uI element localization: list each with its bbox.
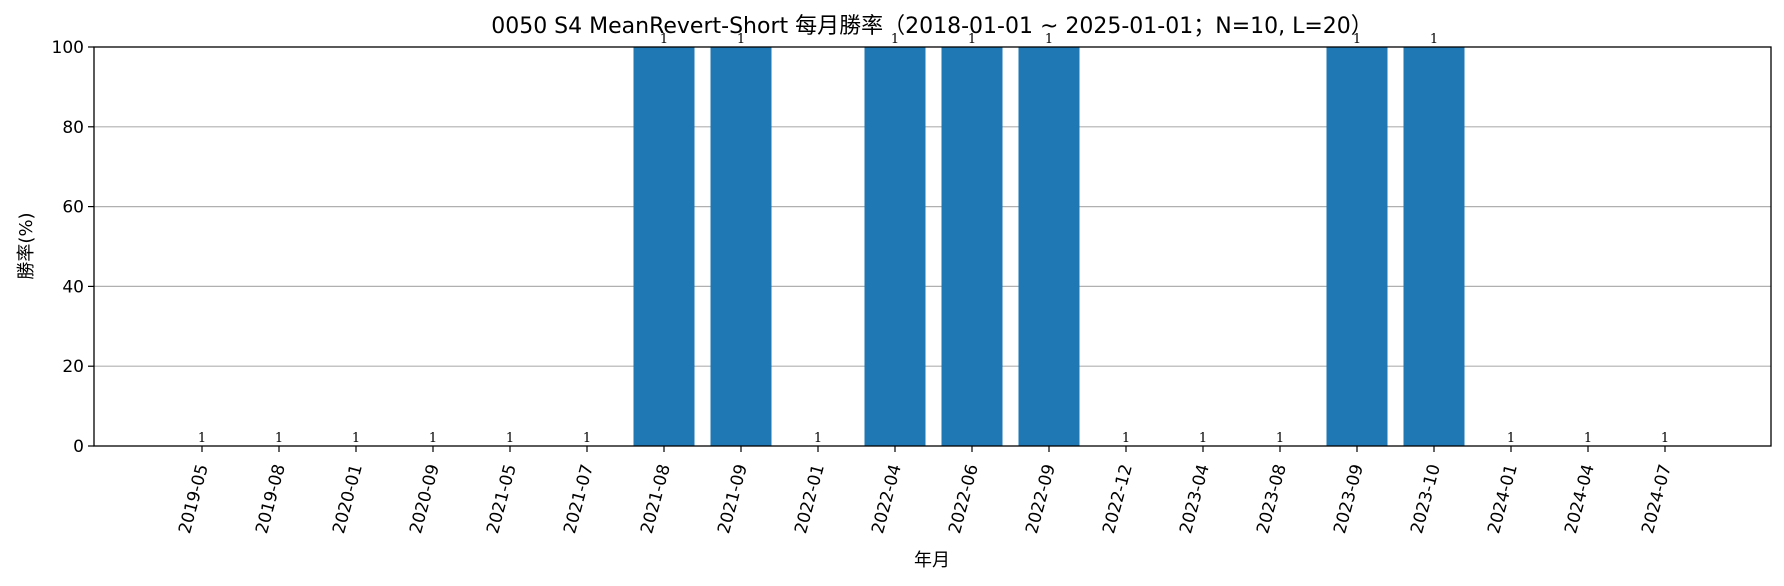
bar-data-label: 1 (1507, 431, 1515, 446)
plot-frame (93, 46, 1772, 447)
bar-data-label: 1 (1045, 32, 1053, 47)
x-tick-label: 2022-06 (945, 462, 983, 536)
x-tick-label: 2022-12 (1099, 462, 1137, 536)
x-tick-label: 2021-07 (560, 462, 598, 536)
y-axis-label: 勝率(%) (16, 212, 37, 279)
x-tick-label: 2023-10 (1407, 462, 1445, 536)
bar (1403, 47, 1465, 446)
y-tick-label: 20 (62, 357, 84, 377)
bar-data-label: 1 (506, 431, 514, 446)
bar-data-label: 1 (737, 32, 745, 47)
y-tick-label: 40 (62, 277, 84, 297)
y-tick-label: 60 (62, 198, 84, 218)
bar-data-label: 1 (1122, 431, 1130, 446)
x-tick-label: 2020-01 (329, 462, 367, 536)
bar-data-label: 1 (275, 431, 283, 446)
x-tick-label: 2021-05 (483, 462, 521, 536)
x-tick-label: 2023-09 (1330, 462, 1368, 536)
bar-data-label: 1 (660, 32, 668, 47)
grid-lines (94, 126, 1771, 367)
bar-data-label: 1 (1584, 431, 1592, 446)
x-tick-label: 2022-04 (868, 462, 906, 536)
x-axis-label: 年月 (914, 550, 950, 571)
x-tick-label: 2019-05 (175, 462, 213, 536)
chart-title: 0050 S4 MeanRevert-Short 每月勝率（2018-01-01… (491, 14, 1373, 39)
bar (1326, 47, 1388, 446)
x-tick-label: 2023-04 (1176, 462, 1214, 536)
bar-data-label: 1 (1661, 431, 1669, 446)
bar (710, 47, 772, 446)
bar-data-label: 1 (429, 431, 437, 446)
data-labels: 1 1 1 1 1 1 1 1 1 1 1 1 1 1 1 1 1 1 1 1 (198, 32, 1669, 446)
y-tick-label: 100 (52, 38, 84, 58)
x-tick-label: 2019-08 (252, 462, 290, 536)
bar-data-label: 1 (352, 431, 360, 446)
bar-data-label: 1 (198, 431, 206, 446)
x-tick-label: 2021-08 (637, 462, 675, 536)
bar-data-label: 1 (1430, 32, 1438, 47)
bar (941, 47, 1003, 446)
bar (1018, 47, 1080, 446)
x-tick-label: 2024-04 (1561, 462, 1599, 536)
y-tick-label: 0 (73, 437, 84, 457)
x-axis-ticks: 2019-05 2019-08 2020-01 2020-09 2021-05 2021-… (175, 446, 1676, 536)
x-tick-label: 2022-09 (1022, 462, 1060, 536)
bars (633, 47, 1465, 446)
bar-data-label: 1 (583, 431, 591, 446)
bar-data-label: 1 (1199, 431, 1207, 446)
x-tick-label: 2024-01 (1484, 462, 1522, 536)
bar-data-label: 1 (968, 32, 976, 47)
bar-data-label: 1 (891, 32, 899, 47)
x-tick-label: 2024-07 (1638, 462, 1676, 536)
x-tick-label: 2020-09 (406, 462, 444, 536)
y-tick-label: 80 (62, 118, 84, 138)
y-axis-ticks: 0 20 40 60 80 100 (52, 38, 94, 457)
bar (633, 47, 695, 446)
x-tick-label: 2022-01 (791, 462, 829, 536)
bar-data-label: 1 (814, 431, 822, 446)
x-tick-label: 2023-08 (1253, 462, 1291, 536)
bar-data-label: 1 (1353, 32, 1361, 47)
bar (864, 47, 926, 446)
bar-data-label: 1 (1276, 431, 1284, 446)
x-tick-label: 2021-09 (714, 462, 752, 536)
